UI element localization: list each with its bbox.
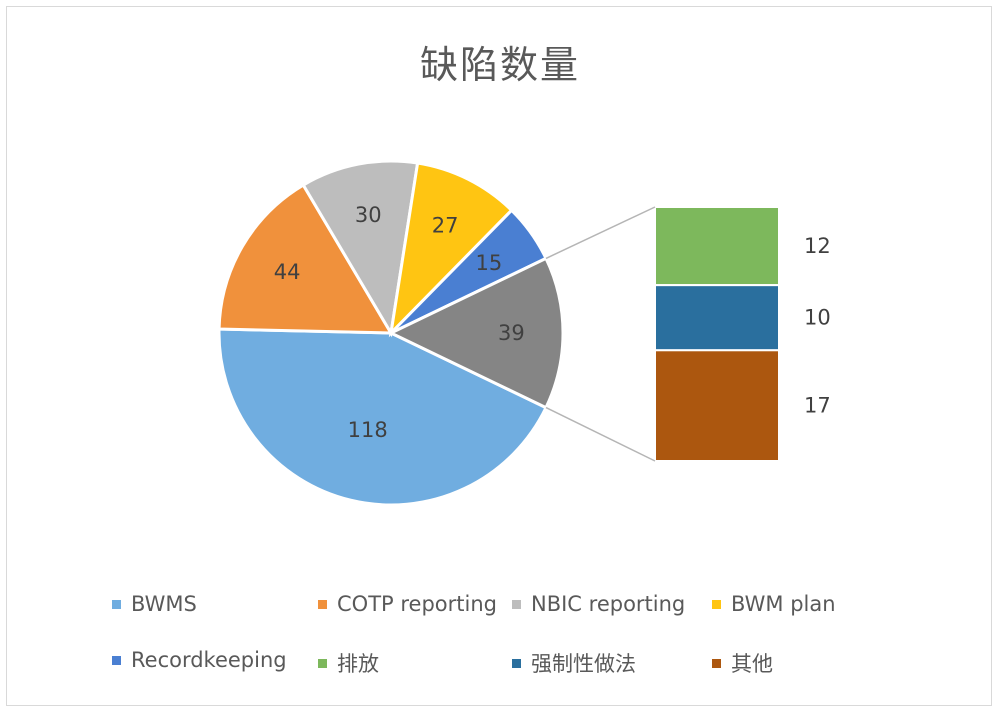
pie-slice-bwms	[217, 327, 548, 507]
bar-data-label: 10	[804, 306, 831, 330]
bar-segment-排放	[654, 206, 780, 287]
series-connector-line	[545, 206, 656, 260]
pie-data-label: 15	[476, 251, 503, 275]
pie-data-label: 118	[348, 418, 388, 442]
pie-data-label: 44	[274, 260, 301, 284]
pie-slice-bwm-plan	[388, 161, 514, 338]
pie-slice-other	[387, 256, 565, 410]
pie-slice-cotp-reporting	[217, 182, 394, 335]
bar-segment-强制性做法	[654, 284, 780, 352]
pie-data-label: 27	[432, 213, 459, 237]
series-connector-line	[545, 406, 656, 462]
bar-data-label: 17	[804, 394, 831, 418]
pie-data-label: 39	[498, 321, 525, 345]
pie-data-label: 30	[355, 203, 382, 227]
bar-data-label: 12	[804, 234, 831, 258]
pie-slice-nbic-reporting	[301, 159, 420, 338]
bar-segment-其他	[654, 349, 780, 462]
chart-title: 缺陷数量	[419, 43, 580, 87]
